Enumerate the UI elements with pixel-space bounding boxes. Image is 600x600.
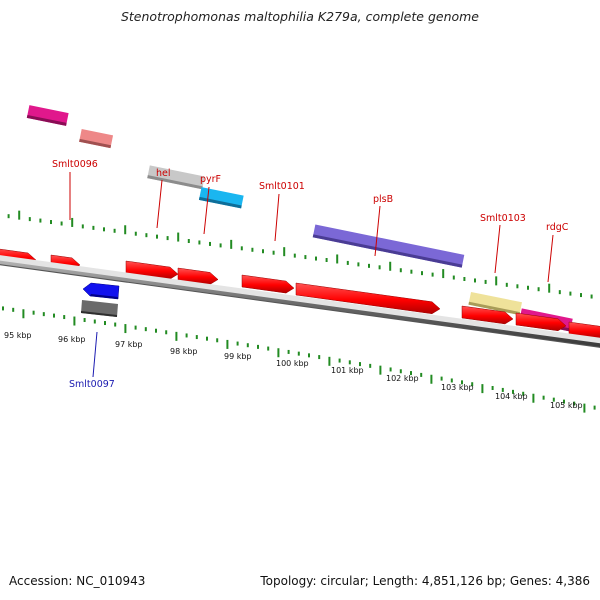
ruler-label: 95 kbp [4, 331, 32, 340]
cds-arrow [241, 274, 295, 294]
ruler-label: 100 kbp [276, 359, 309, 368]
feature-bar-gray [147, 165, 205, 190]
ruler-label: 103 kbp [441, 383, 474, 392]
ruler-label: 105 kbp [550, 401, 583, 410]
ruler-label: 102 kbp [386, 374, 419, 383]
gene-label-pyrF: pyrF [200, 174, 221, 185]
ruler-label: 99 kbp [224, 352, 252, 361]
ruler-labels: 95 kbp 96 kbp 97 kbp 98 kbp 99 kbp 100 kbp 101… [4, 331, 583, 410]
cds-arrow [461, 305, 514, 325]
gene-label-smlt0097: Smlt0097 [69, 379, 115, 390]
feature-bar-khaki [468, 291, 522, 316]
cds-arrow [295, 282, 441, 315]
feature-bar-purple [312, 224, 465, 268]
ruler-label: 97 kbp [115, 340, 143, 349]
feature-bar-magenta [26, 105, 69, 126]
ruler-label: 104 kbp [495, 392, 528, 401]
genome-backbone [0, 255, 600, 348]
reverse-features [81, 282, 120, 317]
inner-tick-ring [2, 306, 596, 413]
genome-summary-text: Topology: circular; Length: 4,851,126 bp… [260, 574, 590, 588]
forward-cds-arrows [0, 248, 600, 339]
gene-label-smlt0096: Smlt0096 [52, 159, 98, 170]
gene-label-smlt0103: Smlt0103 [480, 213, 526, 224]
gene-label-hel: hel [156, 168, 171, 179]
ruler-label: 101 kbp [331, 366, 364, 375]
gene-labels: Smlt0096 hel pyrF Smlt0101 plsB Smlt0103… [52, 159, 569, 390]
map-title: Stenotrophomonas maltophilia K279a, comp… [120, 9, 480, 24]
ruler-label: 96 kbp [58, 335, 86, 344]
cds-arrow [177, 267, 219, 285]
cds-arrow [515, 312, 567, 332]
accession-text: Accession: NC_010943 [9, 574, 146, 588]
cds-arrow [568, 321, 600, 339]
gene-label-smlt0101: Smlt0101 [259, 181, 305, 192]
gene-label-plsB: plsB [373, 194, 393, 205]
gene-label-rdgC: rdgC [546, 222, 569, 233]
outer-tick-ring [7, 210, 593, 299]
feature-bar-cyan [198, 187, 244, 209]
ruler-label: 98 kbp [170, 347, 198, 356]
